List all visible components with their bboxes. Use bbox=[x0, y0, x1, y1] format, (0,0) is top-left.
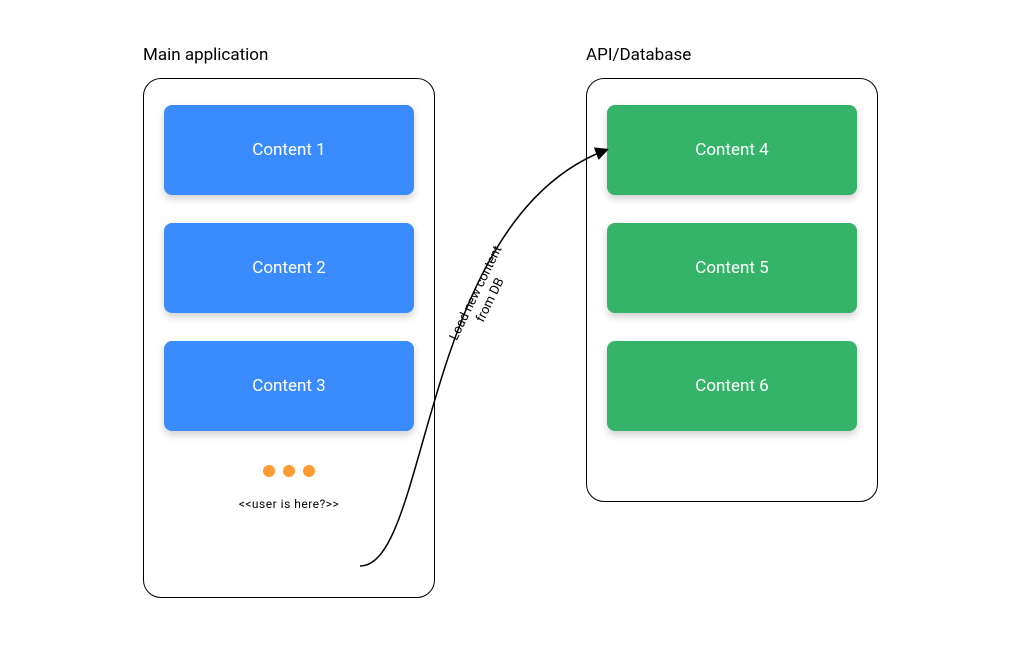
edge-label-line2: from DB bbox=[473, 276, 507, 325]
card-label: Content 1 bbox=[252, 140, 325, 160]
card-label: Content 4 bbox=[695, 140, 768, 160]
loading-dot-icon bbox=[263, 465, 275, 477]
loading-dot-icon bbox=[303, 465, 315, 477]
panel-title-api: API/Database bbox=[586, 45, 691, 65]
content-card: Content 3 bbox=[164, 341, 414, 431]
loading-dot-icon bbox=[283, 465, 295, 477]
content-card: Content 4 bbox=[607, 105, 857, 195]
card-label: Content 6 bbox=[695, 376, 768, 396]
content-card: Content 2 bbox=[164, 223, 414, 313]
card-label: Content 2 bbox=[252, 258, 325, 278]
content-card: Content 5 bbox=[607, 223, 857, 313]
content-card: Content 6 bbox=[607, 341, 857, 431]
edge-label-line1: Load new content bbox=[447, 244, 506, 343]
user-position-marker: <<user is here?>> bbox=[164, 497, 414, 511]
diagram-stage: Main application API/Database Content 1 … bbox=[0, 0, 1024, 660]
panel-api-database: Content 4 Content 5 Content 6 bbox=[586, 78, 878, 502]
loading-dots-icon bbox=[164, 465, 414, 477]
panel-title-main: Main application bbox=[143, 45, 268, 65]
edge-label: Load new content from DB bbox=[447, 244, 520, 350]
panel-main-application: Content 1 Content 2 Content 3 <<user is … bbox=[143, 78, 435, 598]
card-label: Content 3 bbox=[252, 376, 325, 396]
card-label: Content 5 bbox=[695, 258, 768, 278]
content-card: Content 1 bbox=[164, 105, 414, 195]
